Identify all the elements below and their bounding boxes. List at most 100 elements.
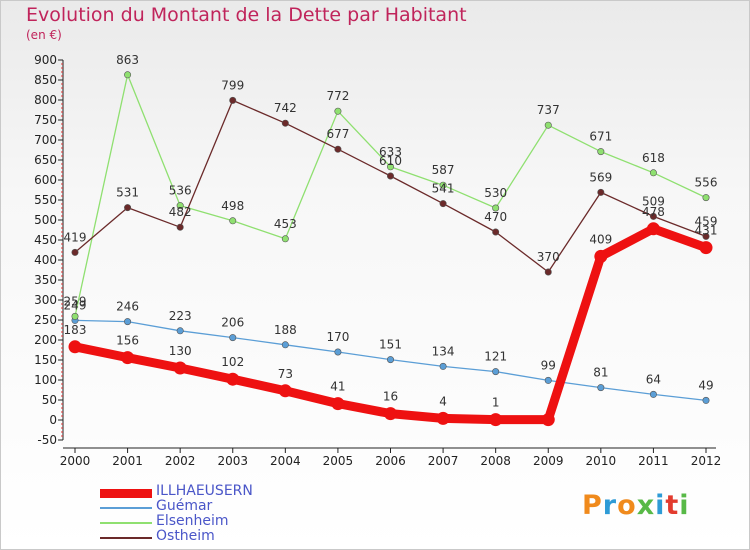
x-tick-label: 2002 (165, 454, 196, 468)
data-label-gu-mar: 64 (646, 372, 661, 386)
legend-swatch (100, 507, 152, 509)
y-tick-label: 400 (34, 253, 57, 267)
data-label-gu-mar: 134 (432, 344, 455, 358)
data-label-elsenheim: 737 (537, 103, 560, 117)
data-label-ostheim: 459 (695, 214, 718, 228)
data-label-gu-mar: 151 (379, 338, 402, 352)
data-label-ostheim: 509 (642, 194, 665, 208)
x-tick-label: 2001 (112, 454, 143, 468)
data-point-ostheim (492, 228, 500, 236)
y-tick-label: 650 (34, 153, 57, 167)
y-tick-label: 700 (34, 133, 57, 147)
chart-subtitle: (en €) (26, 28, 62, 42)
y-tick-label: 200 (34, 333, 57, 347)
data-point-ostheim (702, 232, 710, 240)
legend-swatch (100, 488, 152, 498)
data-label-gu-mar: 121 (484, 350, 507, 364)
data-point-ostheim (386, 172, 394, 180)
logo-letter: P (582, 490, 603, 521)
data-point-illhaeusern (646, 222, 660, 236)
data-label-illhaeusern: 478 (642, 205, 665, 219)
proxiti-logo: Proxiti (582, 490, 690, 521)
data-label-illhaeusern: 1 (492, 396, 500, 410)
data-label-illhaeusern: 73 (278, 367, 293, 381)
data-point-gu-mar (334, 348, 342, 356)
data-label-ostheim: 482 (169, 205, 192, 219)
logo-letter: t (665, 490, 680, 521)
data-point-ostheim (176, 223, 184, 231)
data-label-illhaeusern: 409 (589, 232, 612, 246)
data-point-ostheim (649, 212, 657, 220)
data-label-gu-mar: 249 (64, 298, 87, 312)
data-point-elsenheim (124, 71, 132, 79)
y-tick-label: 550 (34, 193, 57, 207)
y-tick-label: 500 (34, 213, 57, 227)
logo-letter: o (617, 490, 637, 521)
data-label-illhaeusern: 130 (169, 344, 192, 358)
data-point-elsenheim (281, 235, 289, 243)
y-tick-label: 0 (49, 413, 57, 427)
data-label-gu-mar: 170 (326, 330, 349, 344)
y-tick-label: 300 (34, 293, 57, 307)
y-tick-label: 800 (34, 93, 57, 107)
data-label-ostheim: 677 (326, 127, 349, 141)
data-point-ostheim (597, 188, 605, 196)
data-point-gu-mar (176, 327, 184, 335)
legend-swatch (100, 522, 152, 524)
data-point-illhaeusern (173, 361, 187, 375)
data-point-elsenheim (649, 169, 657, 177)
y-tick-label: 250 (34, 313, 57, 327)
data-label-elsenheim: 633 (379, 145, 402, 159)
data-point-illhaeusern (436, 411, 450, 425)
data-point-ostheim (281, 119, 289, 127)
data-point-gu-mar (597, 384, 605, 392)
data-point-illhaeusern (541, 413, 555, 427)
data-point-elsenheim (229, 217, 237, 225)
data-point-ostheim (124, 204, 132, 212)
y-tick-label: -50 (37, 433, 57, 447)
data-label-ostheim: 419 (64, 230, 87, 244)
data-label-gu-mar: 81 (593, 366, 608, 380)
data-label-elsenheim: 863 (116, 53, 139, 67)
data-point-elsenheim (702, 194, 710, 202)
data-label-elsenheim: 259 (64, 294, 87, 308)
legend-swatch (100, 537, 152, 539)
y-tick-label: 350 (34, 273, 57, 287)
data-label-elsenheim: 536 (169, 184, 192, 198)
data-label-illhaeusern: 102 (221, 355, 244, 369)
data-point-gu-mar (492, 368, 500, 376)
data-point-gu-mar (544, 376, 552, 384)
x-tick-label: 2005 (323, 454, 354, 468)
data-label-illhaeusern: 16 (383, 390, 398, 404)
data-label-elsenheim: 772 (326, 89, 349, 103)
data-label-illhaeusern: 41 (330, 380, 345, 394)
logo-letter: r (602, 490, 618, 521)
logo-letter: i (679, 490, 690, 521)
logo-letter: x (636, 490, 656, 521)
data-point-elsenheim (439, 181, 447, 189)
data-point-gu-mar (439, 362, 447, 370)
x-tick-label: 2011 (638, 454, 669, 468)
data-point-elsenheim (544, 121, 552, 129)
x-tick-label: 2003 (217, 454, 248, 468)
x-tick-label: 2007 (428, 454, 459, 468)
legend-label: ILLHAEUSERN (156, 483, 253, 499)
data-point-gu-mar (649, 390, 657, 398)
data-label-ostheim: 569 (589, 170, 612, 184)
data-label-ostheim: 470 (484, 210, 507, 224)
data-point-illhaeusern (384, 407, 397, 421)
x-tick-label: 2009 (533, 454, 564, 468)
data-point-illhaeusern (489, 413, 503, 427)
data-label-elsenheim: 618 (642, 151, 665, 165)
data-point-elsenheim (176, 202, 184, 210)
y-tick-label: 600 (34, 173, 57, 187)
data-point-gu-mar (281, 341, 289, 349)
legend-label: Elsenheim (156, 513, 229, 529)
data-label-ostheim: 541 (432, 182, 455, 196)
data-label-illhaeusern: 4 (439, 394, 447, 408)
data-label-illhaeusern: 431 (695, 224, 718, 238)
y-tick-label: 100 (34, 373, 57, 387)
legend-label: Ostheim (156, 528, 215, 544)
